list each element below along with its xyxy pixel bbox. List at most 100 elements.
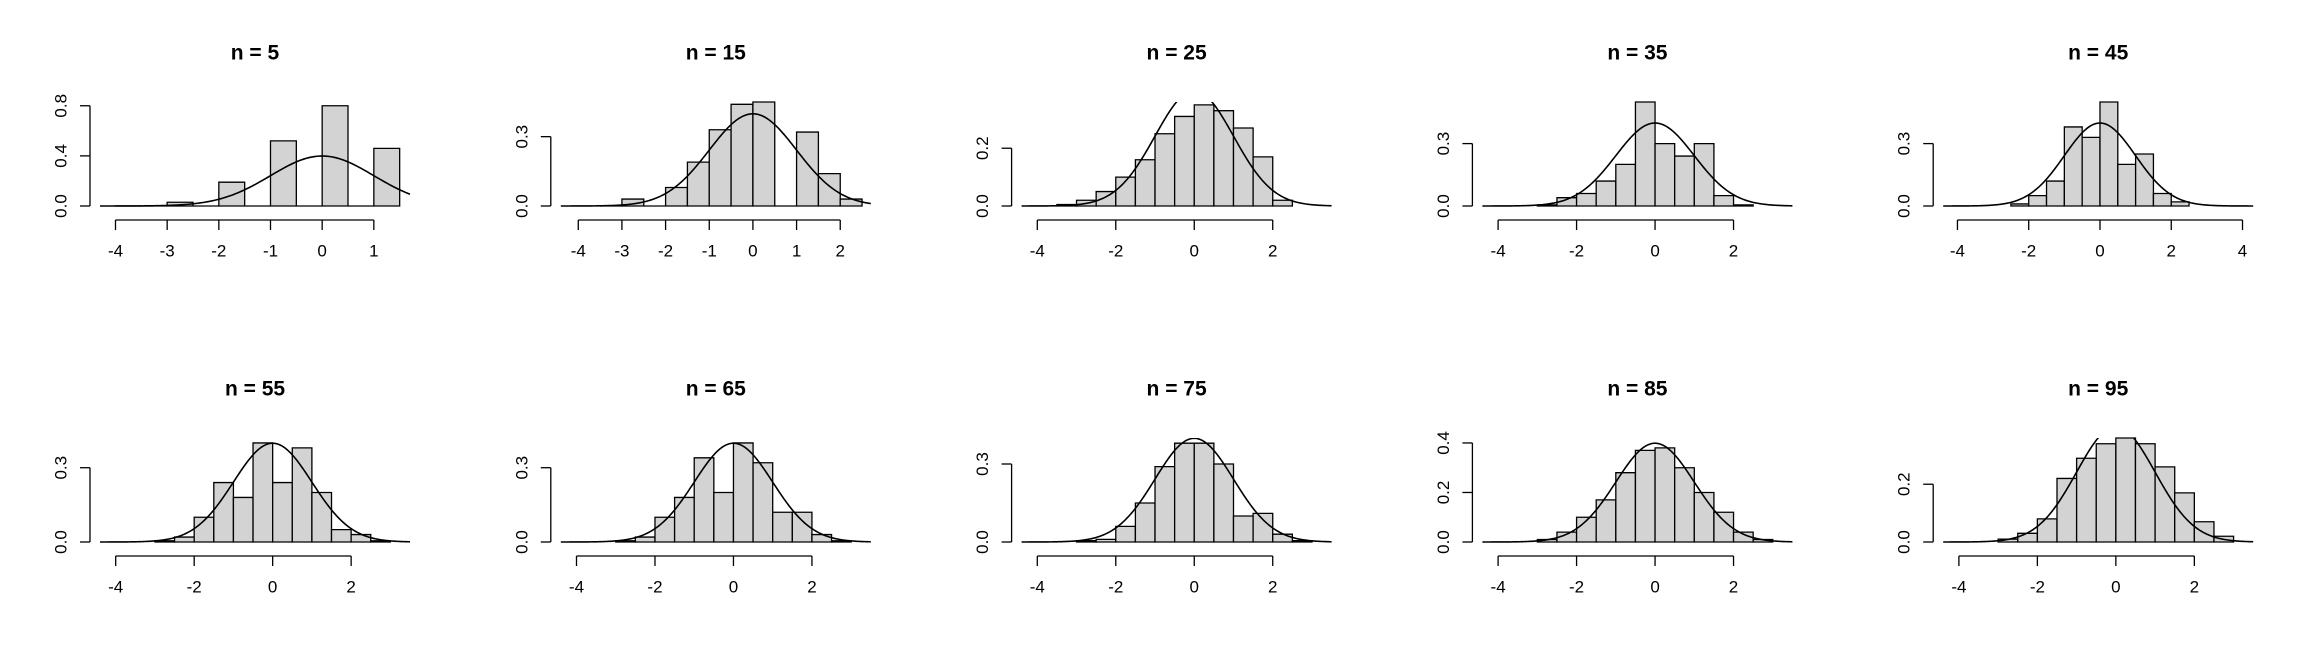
bar bbox=[291, 447, 313, 543]
panel-title: n = 95 bbox=[2068, 378, 2128, 401]
x-tick-label: 0 bbox=[1650, 577, 1659, 596]
bar bbox=[1232, 515, 1254, 543]
bar bbox=[1272, 199, 1294, 207]
panel-title: n = 15 bbox=[686, 42, 746, 65]
bar bbox=[1693, 491, 1715, 543]
bar bbox=[686, 161, 710, 207]
bar bbox=[232, 496, 254, 543]
x-tick-label: -2 bbox=[1108, 577, 1123, 596]
panel-title: n = 35 bbox=[1607, 42, 1667, 65]
bar bbox=[1134, 159, 1156, 207]
bar bbox=[311, 491, 333, 543]
y-tick-label: 0.0 bbox=[1895, 194, 1914, 218]
bar bbox=[2095, 443, 2117, 543]
bar bbox=[2081, 136, 2101, 207]
bar bbox=[252, 442, 274, 543]
bar bbox=[2193, 521, 2215, 543]
bar bbox=[1713, 511, 1735, 543]
x-tick-label: 1 bbox=[792, 241, 801, 260]
density-curve bbox=[1943, 438, 2254, 543]
bar bbox=[1213, 463, 1235, 543]
x-tick-label: 0 bbox=[2095, 241, 2104, 260]
bar bbox=[218, 181, 246, 207]
bar bbox=[752, 101, 776, 207]
bar bbox=[269, 140, 297, 207]
panel: n = 15 -4 -3 -2 -1 0 1 2 0.0 0.3 bbox=[512, 42, 871, 260]
panel-title: n = 25 bbox=[1147, 42, 1207, 65]
y-tick-label: 0.3 bbox=[973, 452, 992, 476]
bar bbox=[2045, 180, 2065, 207]
density-curve bbox=[1482, 442, 1793, 543]
y-tick-label: 0.4 bbox=[51, 144, 70, 168]
bar bbox=[2028, 194, 2048, 207]
bar bbox=[1595, 180, 1617, 207]
x-tick-label: -4 bbox=[569, 577, 584, 596]
x-tick-label: -4 bbox=[1491, 577, 1506, 596]
x-tick-label: -4 bbox=[1030, 577, 1045, 596]
panel: n = 65 -4 -2 0 2 0.0 0.3 bbox=[512, 378, 871, 596]
density-curve bbox=[1021, 438, 1332, 543]
density-curve bbox=[99, 155, 411, 207]
density-curve bbox=[100, 442, 411, 543]
x-tick-label: -4 bbox=[1951, 577, 1966, 596]
density-curve bbox=[560, 442, 871, 543]
x-tick-label: 1 bbox=[369, 241, 378, 260]
y-tick-label: 0.3 bbox=[1895, 132, 1914, 156]
x-tick-label: 2 bbox=[1268, 241, 1277, 260]
bar bbox=[2115, 437, 2137, 543]
bar bbox=[664, 186, 689, 207]
x-tick-label: 4 bbox=[2238, 241, 2247, 260]
bar bbox=[1732, 531, 1754, 543]
bar bbox=[673, 496, 695, 543]
x-tick-label: -4 bbox=[108, 241, 123, 260]
bar bbox=[634, 536, 656, 543]
bar bbox=[1634, 101, 1656, 207]
y-tick-label: 0.2 bbox=[1434, 481, 1453, 505]
bar bbox=[1575, 192, 1597, 207]
x-tick-label: 0 bbox=[317, 241, 326, 260]
x-tick-label: -4 bbox=[571, 241, 586, 260]
bar bbox=[730, 103, 754, 207]
bar bbox=[2063, 126, 2083, 207]
panel: n = 45 -4 -2 0 2 4 0.0 0.3 bbox=[1895, 42, 2254, 260]
y-tick-label: 0.8 bbox=[51, 94, 70, 118]
bar bbox=[1095, 190, 1117, 207]
y-tick-label: 0.3 bbox=[512, 125, 531, 149]
x-tick-label: 0 bbox=[729, 577, 738, 596]
x-tick-label: 2 bbox=[1729, 577, 1738, 596]
bar bbox=[1272, 533, 1294, 543]
x-tick-label: 2 bbox=[2190, 577, 2199, 596]
bar bbox=[1654, 142, 1676, 207]
panel-title: n = 45 bbox=[2068, 42, 2128, 65]
bar bbox=[811, 533, 833, 543]
panel: n = 85 -4 -2 0 2 0.0 0.2 0.4 bbox=[1434, 378, 1793, 596]
bar bbox=[2134, 443, 2156, 543]
bar bbox=[1674, 155, 1695, 207]
x-tick-label: -2 bbox=[211, 241, 226, 260]
bar bbox=[1115, 525, 1137, 543]
bar bbox=[732, 442, 754, 543]
x-tick-label: -4 bbox=[1030, 241, 1045, 260]
x-tick-label: 2 bbox=[1729, 241, 1738, 260]
x-tick-label: 0 bbox=[268, 577, 277, 596]
y-tick-label: 0.0 bbox=[973, 194, 992, 218]
density-curve bbox=[1943, 122, 2254, 207]
bar bbox=[1134, 502, 1156, 543]
bar bbox=[791, 511, 813, 543]
bar bbox=[2152, 192, 2172, 207]
bar bbox=[330, 528, 352, 543]
bar bbox=[1693, 142, 1715, 207]
x-tick-label: -3 bbox=[160, 241, 175, 260]
bar bbox=[1615, 472, 1637, 543]
y-tick-label: 0.0 bbox=[51, 530, 70, 554]
bar bbox=[1654, 447, 1676, 543]
density-curve bbox=[1482, 122, 1793, 207]
y-tick-label: 0.2 bbox=[1895, 472, 1914, 496]
bar bbox=[2075, 457, 2097, 543]
bar bbox=[1193, 442, 1215, 543]
y-tick-label: 0.0 bbox=[1434, 530, 1453, 554]
y-tick-label: 0.0 bbox=[1895, 530, 1914, 554]
bar bbox=[1232, 127, 1254, 207]
